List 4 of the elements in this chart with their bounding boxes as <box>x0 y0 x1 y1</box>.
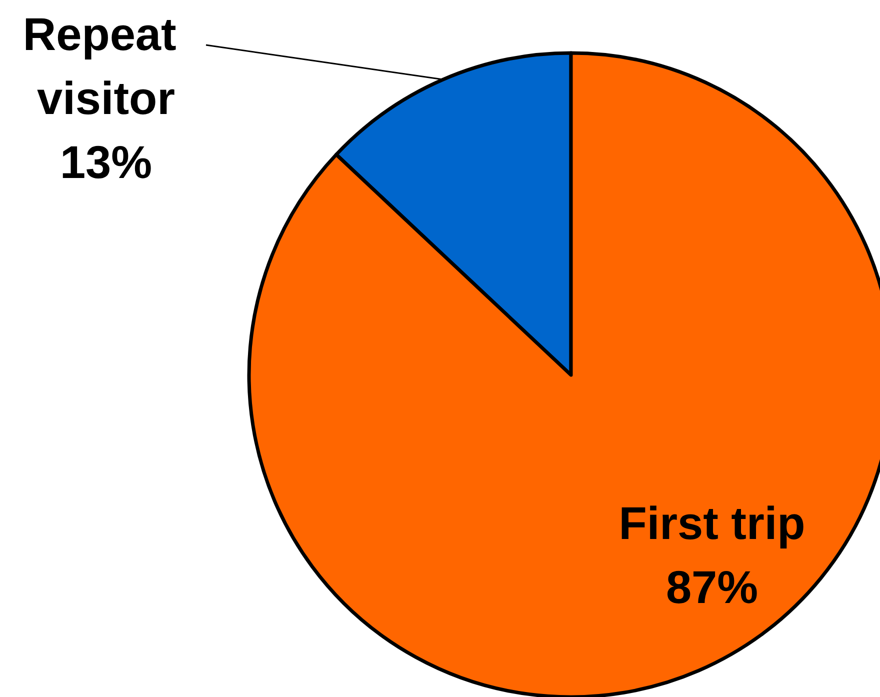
data-label: 87% <box>666 561 758 613</box>
slice-label: Repeat visitor <box>22 8 190 124</box>
data-label: 13% <box>60 136 152 188</box>
slice-label: First trip <box>618 497 806 549</box>
